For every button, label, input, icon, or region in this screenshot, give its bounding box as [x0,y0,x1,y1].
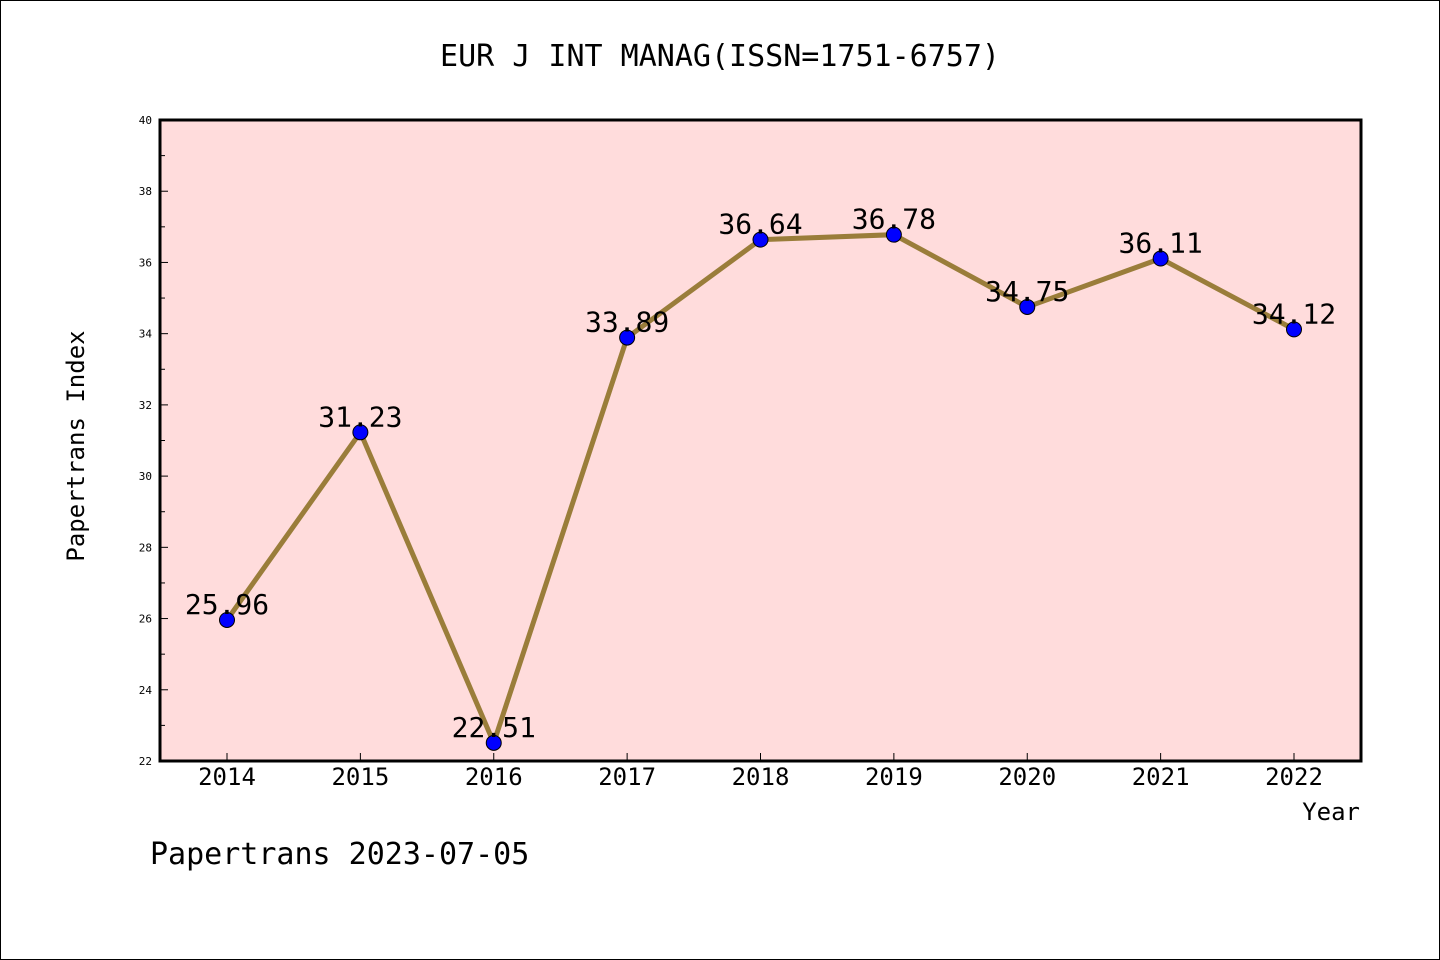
y-tick-label: 30 [139,470,152,483]
data-labels: 25.96 31.23 22.51 33.89 36.64 36.78 34.75 36.11… [185,203,1336,744]
data-point [619,329,636,346]
footer-text: Papertrans 2023-07-05 [150,837,529,872]
data-point [219,611,235,628]
x-tick-label: 2020 [998,763,1056,791]
data-label: 36.64 [718,208,802,241]
x-tick-label: 2016 [465,763,523,791]
data-label: 33.89 [585,306,669,339]
data-label: 25.96 [185,588,269,621]
data-point [885,226,902,243]
data-label: 22.51 [452,711,536,744]
y-tick-label: 34 [139,328,153,341]
y-tick-label: 38 [139,185,152,198]
data-point [752,231,769,248]
y-axis-label: Papertrans Index [62,330,90,561]
y-tick-label: 24 [139,684,153,697]
data-label: 34.75 [985,275,1069,308]
data-label: 34.12 [1252,297,1336,330]
y-axis: 22 24 26 28 30 32 34 36 38 40 [139,114,168,768]
data-point [485,734,502,751]
data-point [1019,298,1036,315]
series-markers [219,226,1302,751]
data-label: 31.23 [318,400,402,433]
y-tick-label: 32 [139,399,152,412]
y-tick-label: 22 [139,755,152,768]
chart-title: EUR J INT MANAG(ISSN=1751-6757) [440,39,1000,74]
data-point [1152,250,1169,267]
data-label: 36.78 [852,203,936,236]
x-tick-label: 2014 [198,763,256,791]
x-axis-label: Year [1302,798,1360,826]
y-tick-label: 36 [139,256,152,269]
x-tick-label: 2018 [732,763,790,791]
x-tick-label: 2022 [1265,763,1323,791]
x-tick-label: 2021 [1132,763,1190,791]
x-tick-label: 2017 [598,763,656,791]
data-label: 36.11 [1118,227,1202,260]
data-point [1286,321,1302,338]
plot-area [158,118,1363,763]
x-tick-label: 2019 [865,763,923,791]
y-tick-label: 26 [139,613,152,626]
y-tick-label: 40 [139,114,152,127]
x-tick-label: 2015 [331,763,389,791]
data-point [352,424,369,441]
x-axis: 2014 2015 2016 2017 2018 2019 2020 2021 2022 [198,753,1323,791]
y-tick-label: 28 [139,541,152,554]
